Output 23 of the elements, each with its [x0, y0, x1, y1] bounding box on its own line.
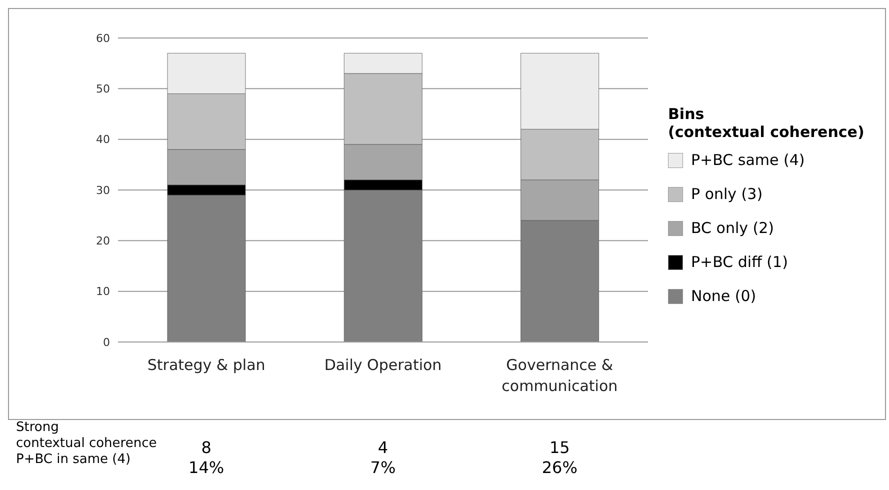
- y-tick-label: 50: [96, 82, 110, 96]
- legend-title: Bins (contextual coherence): [668, 105, 866, 141]
- y-tick-label: 30: [96, 184, 110, 197]
- text: 15: [548, 438, 571, 458]
- legend-label: P+BC same (4): [690, 151, 806, 169]
- y-tick-label: 10: [96, 285, 110, 298]
- text: 26%: [540, 458, 578, 478]
- x-tick-label: Daily Operation: [324, 356, 442, 374]
- text: 7%: [369, 458, 397, 478]
- legend-label: BC only (2): [690, 219, 776, 237]
- legend-label: P only (3): [690, 185, 764, 203]
- legend-label: None (0): [690, 287, 758, 305]
- text: 14%: [188, 458, 226, 478]
- y-tick-label: 0: [103, 336, 110, 349]
- legend-label: P+BC diff (1): [690, 253, 789, 271]
- x-tick-label: Strategy & plan: [147, 356, 266, 374]
- text: 4: [376, 438, 390, 458]
- x-tick-label: Governance & communication: [502, 356, 618, 395]
- text: Strong contextual coherence P+BC in same (4): [16, 420, 157, 468]
- y-tick-label: 60: [96, 32, 110, 45]
- y-tick-label: 40: [96, 133, 110, 146]
- text: 8: [200, 438, 212, 458]
- y-tick-label: 20: [96, 234, 110, 248]
